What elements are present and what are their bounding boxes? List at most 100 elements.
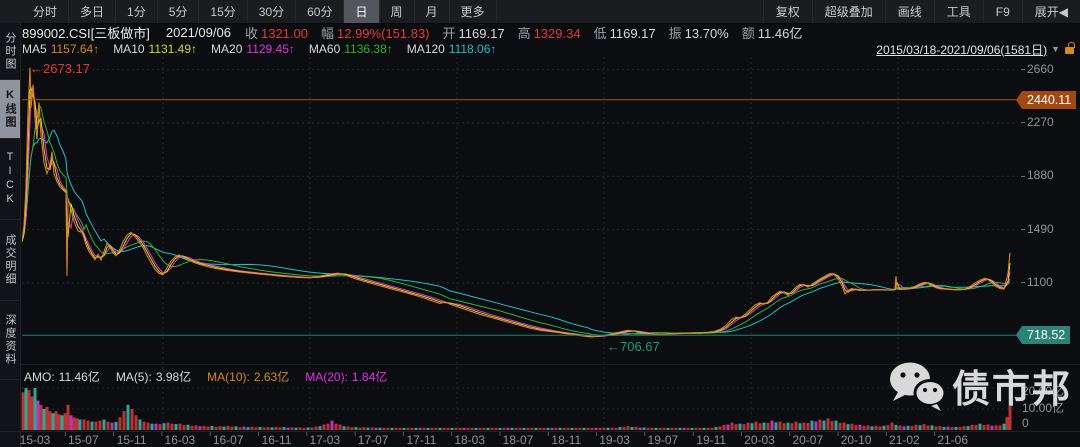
wechat-icon (890, 362, 946, 411)
y-axis-tick: 1100 (1021, 275, 1053, 289)
info-field-高: 高 1329.34 (518, 23, 581, 42)
amo-bar: AMO: 11.46亿 MA(5): 3.98亿 MA(10): 2.63亿 MA(20):… (24, 368, 403, 385)
toolbar-button-超级叠加[interactable]: 超级叠加 (811, 0, 885, 23)
info-field-label: 低 (593, 25, 607, 41)
watermark: 债市邦 (888, 358, 1072, 413)
ma-value: 1129.45 (246, 42, 289, 56)
info-field-value: 1329.34 (533, 25, 581, 41)
info-field-开: 开 1169.17 (443, 23, 505, 42)
price-tag-2440.11: 2440.11 (1016, 90, 1077, 109)
toolbar-button-展开◀[interactable]: 展开◀ (1021, 0, 1080, 23)
toolbar-tab-15分[interactable]: 15分 (199, 0, 248, 23)
toolbar-tab-分时[interactable]: 分时 (22, 0, 70, 23)
toolbar-tab-日[interactable]: 日 (344, 0, 380, 23)
x-axis-label-21-06: 21-06 (937, 433, 969, 447)
x-axis-label-20-10: 20-10 (840, 433, 872, 447)
x-axis-label-19-11: 19-11 (696, 433, 727, 447)
info-field-value: 1169.17 (458, 25, 505, 41)
pane-divider (20, 364, 1080, 365)
toolbar-tab-更多[interactable]: 更多 (450, 0, 497, 23)
x-axis-label-21-02: 21-02 (889, 433, 920, 447)
ma-label: MA10 (113, 42, 145, 56)
ma-value: 1118.06 (448, 42, 491, 56)
ma-trend-arrow-icon: ↑ (288, 42, 295, 56)
annotation-706.67: ←706.67 (607, 339, 660, 354)
price-tag-value: 2440.11 (1022, 90, 1077, 109)
toolbar-tab-多日[interactable]: 多日 (69, 0, 117, 23)
price-tag-value: 718.52 (1022, 326, 1071, 345)
ma-indicator-MA5: MA5 1157.64↑ (22, 42, 99, 56)
info-field-label: 开 (442, 25, 456, 41)
toolbar-tab-月[interactable]: 月 (415, 0, 450, 23)
toolbar-tab-5分[interactable]: 5分 (158, 0, 200, 23)
volume-axis-label: 20.00亿 (1022, 384, 1065, 398)
date-range-selector[interactable]: 2015/03/18-2021/09/06(1581日) ▼ (876, 41, 1075, 57)
x-axis-label-17-07: 17-07 (357, 433, 389, 447)
sidebar-tab-分时图[interactable]: 分时图 (0, 23, 20, 80)
info-field-label: 幅 (320, 25, 334, 41)
info-field-label: 额 (741, 25, 755, 41)
amo-label: MA(20): (305, 370, 348, 384)
ma-trend-arrow-icon: ↑ (490, 42, 497, 56)
ma-indicator-MA120: MA120 1118.06↑ (407, 42, 497, 56)
info-field-value: 12.99%(151.83) (337, 25, 430, 41)
ma-label: MA60 (308, 42, 341, 56)
toolbar-tab-30分[interactable]: 30分 (248, 0, 297, 23)
amo-value: 11.46亿 (58, 370, 100, 384)
x-axis-label-18-03: 18-03 (454, 433, 486, 447)
toolbar-button-画线[interactable]: 画线 (884, 0, 934, 23)
info-field-低: 低 1169.17 (594, 23, 656, 42)
ma-indicator-bar: MA5 1157.64↑ MA10 1131.49↑ MA20 1129.45↑ MA60 1… (22, 41, 842, 57)
toolbar-tab-周[interactable]: 周 (380, 0, 415, 23)
sidebar-tab-深度资料[interactable]: 深度资料 (0, 301, 20, 380)
x-axis-label-20-03: 20-03 (744, 433, 775, 447)
amo-label: MA(5): (115, 370, 152, 384)
toolbar-tab-1分[interactable]: 1分 (116, 0, 158, 23)
x-axis-strip (0, 431, 1080, 447)
toolbar-button-F9[interactable]: F9 (982, 0, 1022, 23)
ma-indicator-MA20: MA20 1129.45↑ (211, 42, 295, 56)
ma-indicator-MA60: MA60 1136.38↑ (309, 42, 393, 56)
ma-trend-arrow-icon: ↑ (386, 42, 393, 56)
info-field-value: 1169.17 (609, 25, 656, 41)
sidebar-tab-TICK[interactable]: TICK (0, 139, 20, 220)
date-range-text: 2015/03/18-2021/09/06(1581日) (876, 42, 1048, 57)
sidebar-tab-成交明细[interactable]: 成交明细 (0, 220, 20, 301)
info-field-value: 1321.00 (260, 25, 308, 41)
info-field-value: 13.70% (684, 25, 729, 41)
toolbar-tab-60分[interactable]: 60分 (296, 0, 345, 23)
price-tag-arrow-icon (1016, 90, 1022, 109)
sidebar-tab-K线图[interactable]: K线图 (0, 80, 20, 139)
x-axis-label-15-07: 15-07 (67, 433, 99, 447)
toolbar-button-复权[interactable]: 复权 (762, 0, 812, 23)
info-field-收: 收 1321.00 (245, 23, 308, 42)
annotation-arrow-icon: ← (30, 60, 43, 76)
trade-date: 2021/09/06 (165, 24, 231, 40)
amo-item-MA(20): MA(20): 1.84亿 (305, 368, 387, 385)
ma-value: 1136.38 (344, 42, 387, 56)
amo-item-MA(5): MA(5): 3.98亿 (116, 368, 191, 385)
amo-value: 3.98亿 (155, 370, 192, 384)
x-axis-label-19-07: 19-07 (647, 433, 679, 447)
x-axis-label-17-11: 17-11 (406, 433, 437, 447)
y-axis-tick: 1880 (1021, 168, 1054, 182)
period-tabs: 分时 多日 1分 5分 15分 30分 60分日周月更多 (22, 0, 497, 23)
unlock-icon[interactable] (1065, 42, 1075, 54)
sidebar: 分时图 K线图 TICK 成交明细 深度资料 (0, 23, 21, 447)
info-field-label: 振 (668, 25, 682, 41)
annotation-text: 706.67 (620, 338, 660, 354)
amo-item-MA(10): MA(10): 2.63亿 (207, 368, 289, 385)
chevron-down-icon[interactable]: ▼ (1051, 44, 1060, 54)
info-field-label: 收 (244, 25, 258, 41)
annotation-arrow-icon: ← (607, 338, 620, 354)
ma-trend-arrow-icon: ↑ (93, 42, 100, 56)
amo-label: AMO: (24, 370, 55, 384)
toolbar-button-工具[interactable]: 工具 (933, 0, 983, 23)
x-axis-label-17-03: 17-03 (309, 433, 341, 447)
ma-value: 1131.49 (148, 42, 192, 56)
info-field-value: 11.46亿 (757, 25, 803, 41)
x-axis-label-20-07: 20-07 (792, 433, 824, 447)
x-axis-label-16-03: 16-03 (164, 433, 196, 447)
annotation-2673.17: ←2673.17 (30, 61, 90, 76)
